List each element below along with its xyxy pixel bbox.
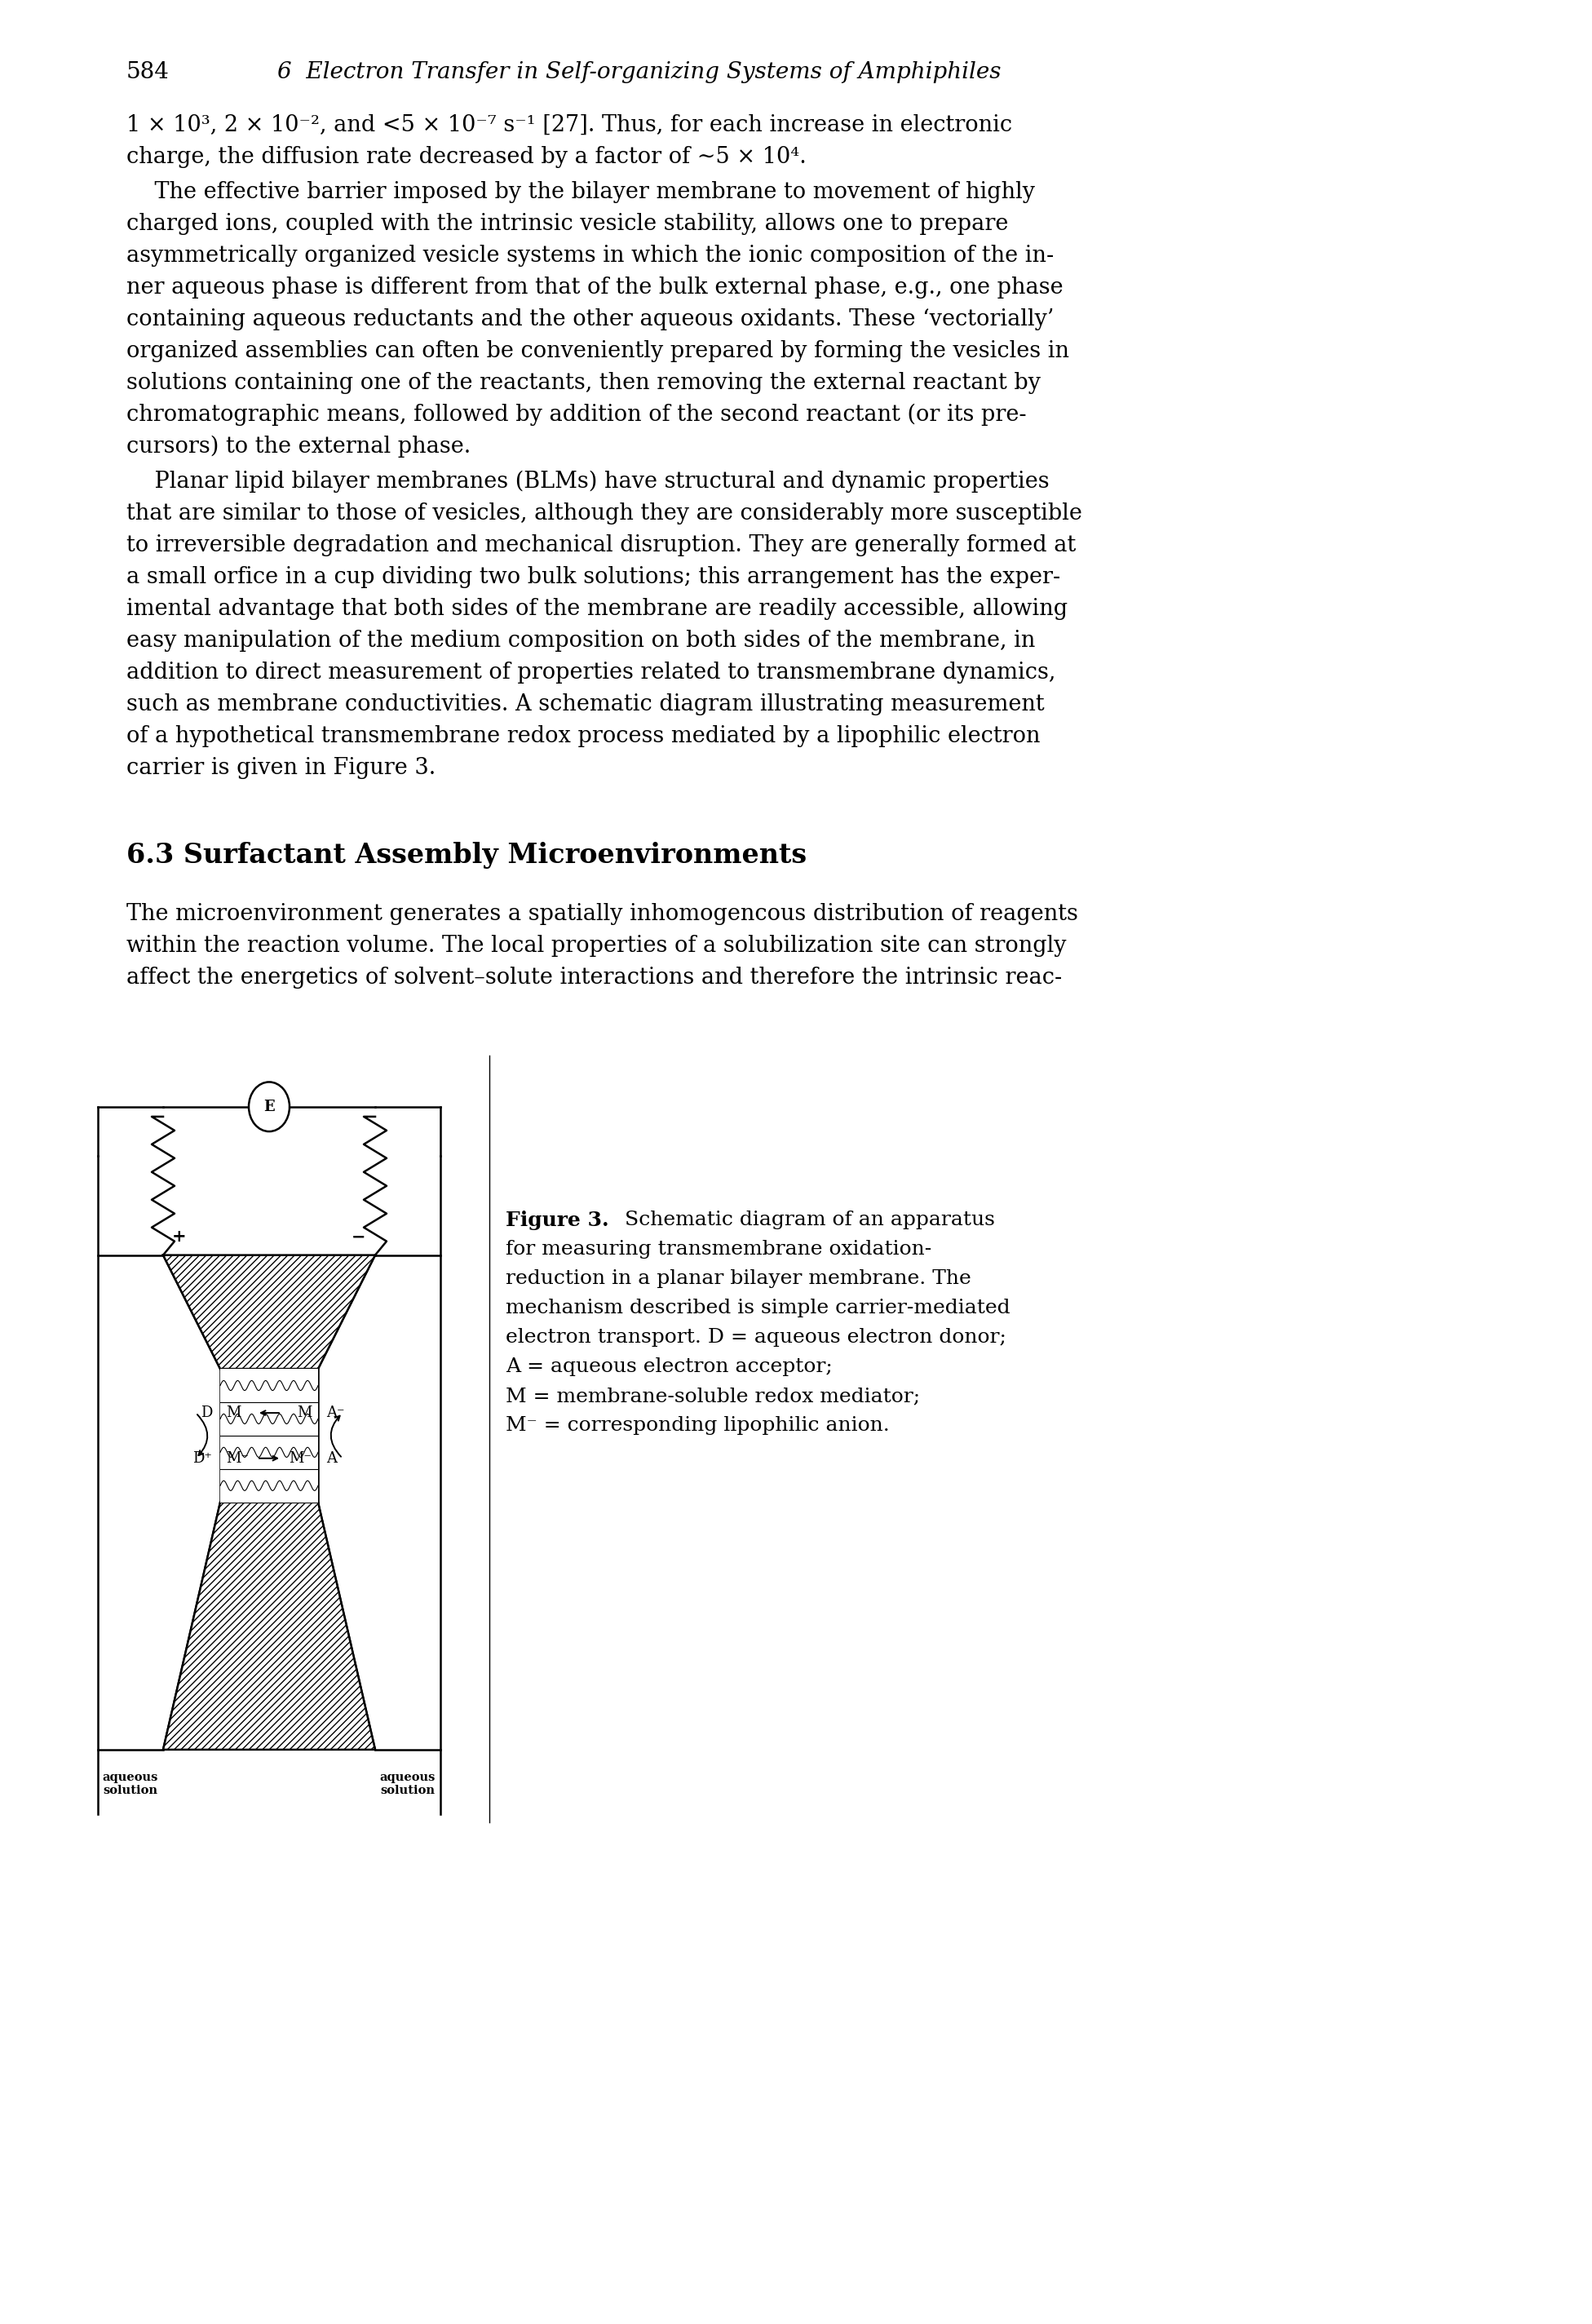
- Text: +: +: [172, 1229, 186, 1246]
- Text: addition to direct measurement of properties related to transmembrane dynamics,: addition to direct measurement of proper…: [126, 662, 1055, 683]
- Text: chromatographic means, followed by addition of the second reactant (or its pre-: chromatographic means, followed by addit…: [126, 404, 1027, 425]
- Text: 6.3 Surfactant Assembly Microenvironments: 6.3 Surfactant Assembly Microenvironment…: [126, 841, 807, 869]
- Text: M⁻: M⁻: [290, 1450, 312, 1466]
- Text: The microenvironment generates a spatially inhomogencous distribution of reagent: The microenvironment generates a spatial…: [126, 904, 1078, 925]
- Text: aqueous
solution: aqueous solution: [380, 1771, 436, 1796]
- Text: 6  Electron Transfer in Self-organizing Systems of Amphiphiles: 6 Electron Transfer in Self-organizing S…: [277, 60, 1001, 84]
- Text: M: M: [226, 1406, 242, 1420]
- Text: easy manipulation of the medium composition on both sides of the membrane, in: easy manipulation of the medium composit…: [126, 630, 1035, 651]
- Text: −: −: [352, 1229, 366, 1246]
- Text: charged ions, coupled with the intrinsic vesicle stability, allows one to prepar: charged ions, coupled with the intrinsic…: [126, 214, 1008, 235]
- Text: such as membrane conductivities. A schematic diagram illustrating measurement: such as membrane conductivities. A schem…: [126, 693, 1044, 716]
- Text: D⁺: D⁺: [193, 1450, 212, 1466]
- Text: Planar lipid bilayer membranes (BLMs) have structural and dynamic properties: Planar lipid bilayer membranes (BLMs) ha…: [126, 472, 1049, 493]
- Text: 1 × 10³, 2 × 10⁻², and <5 × 10⁻⁷ s⁻¹ [27]. Thus, for each increase in electronic: 1 × 10³, 2 × 10⁻², and <5 × 10⁻⁷ s⁻¹ [27…: [126, 114, 1013, 137]
- Bar: [220, 1369, 318, 1501]
- Text: carrier is given in Figure 3.: carrier is given in Figure 3.: [126, 758, 436, 779]
- Text: organized assemblies can often be conveniently prepared by forming the vesicles : organized assemblies can often be conven…: [126, 339, 1070, 363]
- Text: A = aqueous electron acceptor;: A = aqueous electron acceptor;: [506, 1357, 833, 1376]
- Text: to irreversible degradation and mechanical disruption. They are generally formed: to irreversible degradation and mechanic…: [126, 535, 1076, 555]
- Text: for measuring transmembrane oxidation-: for measuring transmembrane oxidation-: [506, 1241, 931, 1260]
- Text: M⁻: M⁻: [226, 1450, 248, 1466]
- Text: solutions containing one of the reactants, then removing the external reactant b: solutions containing one of the reactant…: [126, 372, 1041, 395]
- Text: aqueous
solution: aqueous solution: [102, 1771, 158, 1796]
- Text: A⁻: A⁻: [326, 1406, 344, 1420]
- Text: of a hypothetical transmembrane redox process mediated by a lipophilic electron: of a hypothetical transmembrane redox pr…: [126, 725, 1040, 748]
- Text: A: A: [326, 1450, 338, 1466]
- Text: reduction in a planar bilayer membrane. The: reduction in a planar bilayer membrane. …: [506, 1269, 971, 1287]
- Polygon shape: [162, 1255, 376, 1369]
- Text: ner aqueous phase is different from that of the bulk external phase, e.g., one p: ner aqueous phase is different from that…: [126, 277, 1063, 297]
- Text: asymmetrically organized vesicle systems in which the ionic composition of the i: asymmetrically organized vesicle systems…: [126, 244, 1054, 267]
- Text: containing aqueous reductants and the other aqueous oxidants. These ‘vectorially: containing aqueous reductants and the ot…: [126, 309, 1054, 330]
- Text: cursors) to the external phase.: cursors) to the external phase.: [126, 435, 471, 458]
- Text: Figure 3.: Figure 3.: [506, 1211, 608, 1229]
- Text: Schematic diagram of an apparatus: Schematic diagram of an apparatus: [611, 1211, 995, 1229]
- Text: 584: 584: [126, 60, 169, 84]
- Text: that are similar to those of vesicles, although they are considerably more susce: that are similar to those of vesicles, a…: [126, 502, 1083, 525]
- Text: The effective barrier imposed by the bilayer membrane to movement of highly: The effective barrier imposed by the bil…: [126, 181, 1035, 202]
- Text: within the reaction volume. The local properties of a solubilization site can st: within the reaction volume. The local pr…: [126, 934, 1067, 957]
- Text: M⁻ = corresponding lipophilic anion.: M⁻ = corresponding lipophilic anion.: [506, 1415, 890, 1434]
- Circle shape: [248, 1083, 290, 1132]
- Text: affect the energetics of solvent–solute interactions and therefore the intrinsic: affect the energetics of solvent–solute …: [126, 967, 1062, 988]
- Text: imental advantage that both sides of the membrane are readily accessible, allowi: imental advantage that both sides of the…: [126, 597, 1068, 621]
- Text: D: D: [201, 1406, 212, 1420]
- Text: M = membrane-soluble redox mediator;: M = membrane-soluble redox mediator;: [506, 1387, 920, 1406]
- Text: M: M: [298, 1406, 312, 1420]
- Text: electron transport. D = aqueous electron donor;: electron transport. D = aqueous electron…: [506, 1327, 1006, 1348]
- Text: mechanism described is simple carrier-mediated: mechanism described is simple carrier-me…: [506, 1299, 1011, 1318]
- Text: a small orfice in a cup dividing two bulk solutions; this arrangement has the ex: a small orfice in a cup dividing two bul…: [126, 567, 1060, 588]
- Text: charge, the diffusion rate decreased by a factor of ∼5 × 10⁴.: charge, the diffusion rate decreased by …: [126, 146, 807, 167]
- Polygon shape: [162, 1501, 376, 1750]
- Text: E: E: [264, 1099, 275, 1113]
